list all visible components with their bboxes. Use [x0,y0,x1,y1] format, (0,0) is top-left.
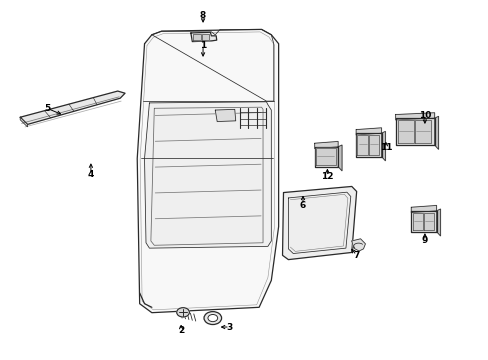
Polygon shape [410,206,436,213]
Text: 10: 10 [418,111,430,120]
Polygon shape [423,212,433,230]
Polygon shape [337,145,341,171]
Text: 7: 7 [353,251,359,260]
Polygon shape [368,135,379,155]
Polygon shape [395,113,434,120]
Text: 4: 4 [87,170,94,179]
Text: 1: 1 [200,41,206,50]
Polygon shape [351,239,365,251]
Polygon shape [397,120,413,143]
Polygon shape [357,135,367,155]
Polygon shape [436,209,440,236]
Text: 3: 3 [226,323,232,332]
Text: 5: 5 [44,104,50,113]
Polygon shape [414,120,430,143]
Polygon shape [215,109,235,122]
Polygon shape [202,34,209,40]
Polygon shape [314,141,337,149]
Text: 6: 6 [299,201,305,210]
Circle shape [176,308,189,317]
Text: 11: 11 [379,143,391,152]
Text: 8: 8 [200,10,206,19]
Polygon shape [20,91,125,125]
Polygon shape [412,212,423,230]
Polygon shape [410,211,436,231]
Polygon shape [434,116,438,149]
Polygon shape [395,118,434,145]
Polygon shape [20,117,27,127]
Polygon shape [314,147,337,167]
Polygon shape [190,32,216,41]
Polygon shape [315,148,335,165]
Polygon shape [355,128,381,135]
Circle shape [207,315,217,321]
Text: 9: 9 [421,237,427,246]
Text: 2: 2 [178,326,184,335]
Polygon shape [282,186,356,260]
Text: 12: 12 [321,172,333,181]
Polygon shape [144,102,271,248]
Polygon shape [193,34,200,40]
Polygon shape [381,131,385,161]
Polygon shape [137,30,278,313]
Polygon shape [355,133,381,157]
Circle shape [203,312,221,324]
